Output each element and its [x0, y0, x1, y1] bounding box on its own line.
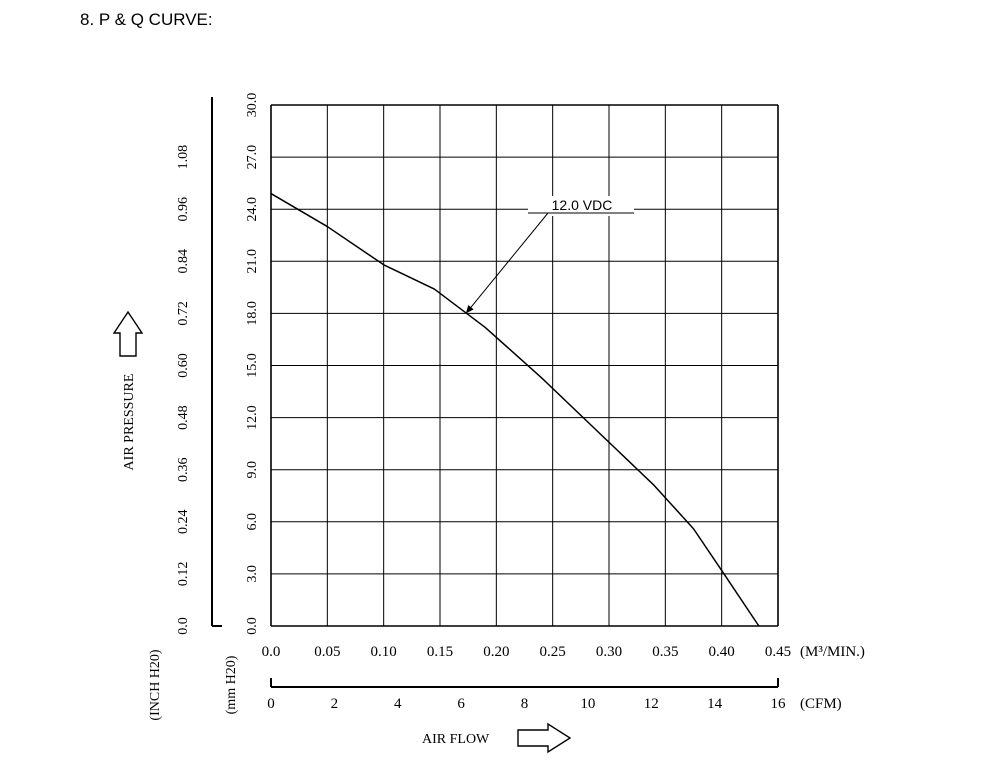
x-tick-label-m3: 0.20 — [483, 644, 509, 660]
x-tick-label-cfm: 0 — [267, 696, 275, 712]
y-tick-label-mm: 9.0 — [245, 461, 260, 479]
y-tick-label-inch: 1.08 — [176, 145, 191, 170]
x-tick-label-m3: 0.35 — [652, 644, 678, 660]
y-tick-label-mm: 6.0 — [245, 513, 260, 531]
y-tick-label-inch: 0.84 — [176, 249, 191, 274]
y-tick-label-inch: 0.48 — [176, 405, 191, 430]
y-tick-label-mm: 18.0 — [245, 301, 260, 326]
y-tick-label-mm: 27.0 — [245, 145, 260, 170]
series-line-12vdc — [270, 192, 760, 627]
x-tick-label-m3: 0.10 — [371, 644, 397, 660]
x-unit-m3: (M³/MIN.) — [800, 644, 865, 660]
y-axis-title: AIR PRESSURE — [122, 374, 137, 471]
grid — [270, 104, 779, 627]
x-unit-cfm: (CFM) — [800, 696, 842, 712]
x-axis-title: AIR FLOW — [422, 732, 490, 747]
x-tick-label-m3: 0.0 — [262, 644, 281, 660]
x-tick-label-cfm: 2 — [331, 696, 339, 712]
y-unit-mm: (mm H20) — [224, 655, 239, 714]
x-tick-label-cfm: 14 — [707, 696, 723, 712]
section-title: 8. P & Q CURVE: — [80, 10, 213, 29]
y-tick-label-mm: 30.0 — [245, 93, 260, 118]
y-tick-label-inch: 0.96 — [176, 197, 191, 222]
annotation-leader-line — [465, 212, 549, 314]
annotation-arrowhead — [465, 304, 474, 314]
y-tick-label-mm: 3.0 — [245, 565, 260, 583]
x-tick-label-m3: 0.45 — [765, 644, 791, 660]
y-tick-label-mm: 15.0 — [245, 353, 260, 378]
y-tick-label-inch: 0.60 — [176, 353, 191, 378]
y-tick-label-inch: 0.36 — [176, 457, 191, 482]
x-tick-label-cfm: 4 — [394, 696, 402, 712]
axes — [112, 97, 779, 754]
arrow-up-icon — [112, 310, 144, 357]
x-tick-label-m3: 0.15 — [427, 644, 453, 660]
x-tick-label-cfm: 8 — [521, 696, 529, 712]
arrow-right-icon — [517, 722, 572, 754]
x-tick-label-cfm: 10 — [580, 696, 595, 712]
x-tick-label-cfm: 16 — [771, 696, 787, 712]
labels: 0.0 3.0 6.0 9.0 12.0 15.0 18.0 21.0 24.0 27.0 30.0… — [122, 93, 865, 747]
series — [270, 192, 760, 627]
y-tick-label-mm: 21.0 — [245, 249, 260, 274]
y-tick-label-inch: 0.12 — [176, 562, 191, 587]
x-tick-label-m3: 0.05 — [314, 644, 340, 660]
x-tick-label-cfm: 12 — [644, 696, 659, 712]
annotation-label-bg — [528, 196, 634, 216]
y-tick-label-mm: 24.0 — [245, 197, 260, 222]
x-tick-label-cfm: 6 — [457, 696, 465, 712]
y-unit-inch: (INCH H20) — [148, 649, 163, 720]
y-tick-label-inch: 0.72 — [176, 301, 191, 326]
y-tick-label-inch: 0.0 — [176, 617, 191, 635]
y-tick-label-inch: 0.24 — [176, 510, 191, 535]
x-tick-label-m3: 0.40 — [709, 644, 735, 660]
annotation-label: 12.0 VDC — [552, 197, 613, 213]
x-tick-label-m3: 0.30 — [596, 644, 622, 660]
x-tick-label-m3: 0.25 — [540, 644, 566, 660]
y-tick-label-mm: 12.0 — [245, 405, 260, 430]
y-tick-label-mm: 0.0 — [245, 617, 260, 635]
